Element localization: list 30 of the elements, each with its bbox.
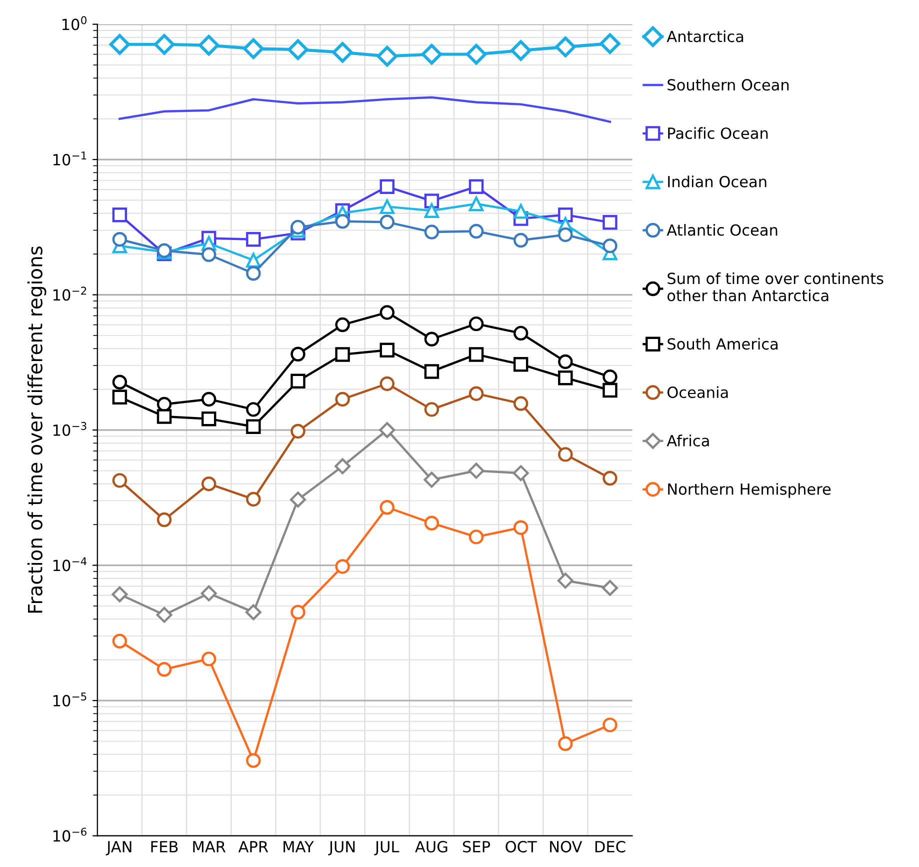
y-axis-title: Fraction of time over different regions: [27, 246, 46, 613]
x-tick-label: AUG: [415, 840, 448, 852]
x-tick-label: OCT: [506, 840, 537, 852]
x-tick-label: MAY: [284, 841, 314, 852]
legend-label: Pacific Ocean: [668, 127, 768, 140]
x-tick-label: JUL: [374, 841, 400, 856]
x-tick-label: APR: [238, 841, 268, 852]
x-tick-label: JAN: [106, 841, 132, 856]
y-tick-label: 10$^{0}$: [62, 16, 86, 30]
x-tick-label: DEC: [595, 840, 626, 852]
y-tick-label: 10$^{−3}$: [53, 422, 86, 436]
y-tick-label: 10$^{−4}$: [53, 557, 87, 572]
legend-label: Oceania: [668, 386, 728, 398]
legend-label: Atlantic Ocean: [666, 224, 778, 236]
legend-label: South America: [668, 338, 778, 350]
y-tick-label: 10$^{−5}$: [53, 692, 86, 706]
x-tick-label: JUN: [328, 841, 355, 856]
y-tick-label: 10$^{−6}$: [53, 828, 86, 842]
legend-label: Indian Ocean: [668, 176, 766, 188]
y-tick-label: 10$^{−1}$: [53, 152, 86, 166]
y-tick-label: 10$^{−2}$: [53, 286, 86, 301]
legend-label: Sum of time over continents other than Antarctica: [667, 272, 884, 302]
x-tick-label: MAR: [193, 841, 226, 852]
x-tick-label: NOV: [550, 840, 582, 852]
legend-label: Africa: [666, 434, 709, 446]
legend-label: Antarctica: [666, 30, 744, 42]
legend-label: Southern Ocean: [668, 78, 789, 91]
x-tick-label: SEP: [462, 840, 490, 852]
x-tick-label: FEB: [151, 841, 178, 852]
legend-label: Northern Hemisphere: [668, 483, 831, 498]
